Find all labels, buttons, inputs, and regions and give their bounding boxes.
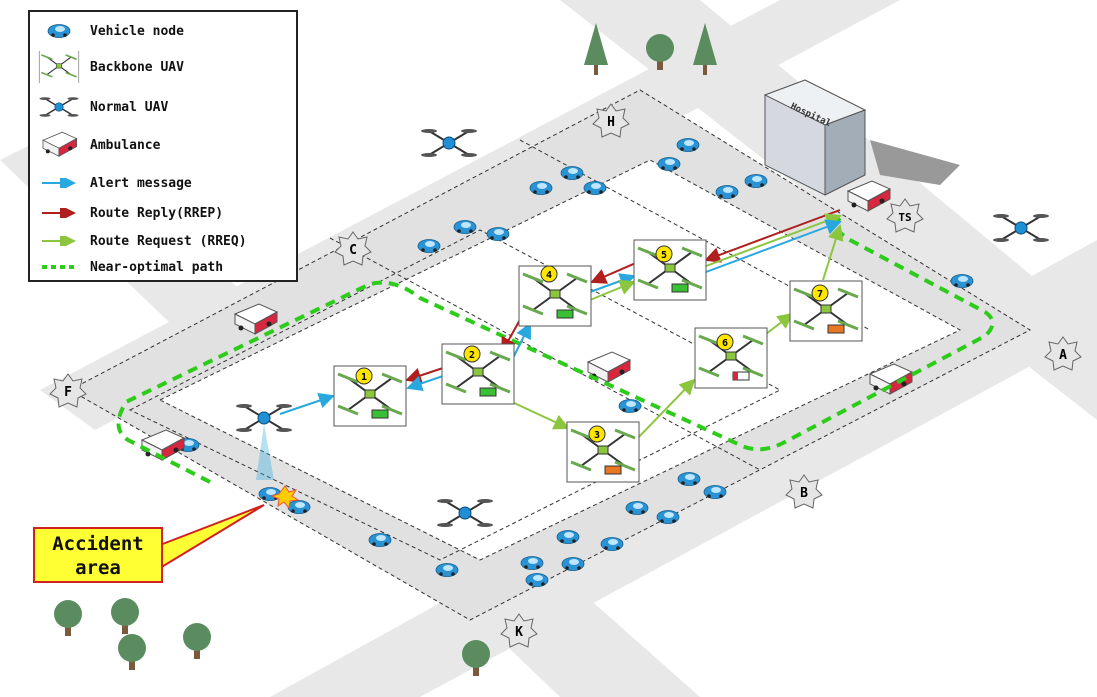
backbone-uav-icon — [38, 51, 80, 83]
callout-line2: area — [75, 557, 121, 579]
path-line-icon — [38, 252, 80, 282]
rrep-arrow-icon — [38, 198, 80, 228]
legend-rrep: Route Reply(RREP) — [38, 198, 223, 228]
svg-text:3: 3 — [594, 430, 600, 441]
callout-pointer — [159, 504, 265, 570]
legend-ambulance: Ambulance — [38, 130, 160, 160]
label-TS: TS — [898, 211, 911, 224]
message-arrows — [279, 209, 844, 443]
label-F: F — [64, 385, 72, 400]
backbone-uav-4: 4 — [517, 264, 593, 328]
svg-text:6: 6 — [722, 338, 728, 349]
backbone-uavs: 1 2 3 4 5 6 7 — [332, 238, 864, 484]
label-C: C — [349, 243, 357, 258]
accident-spark-icon — [270, 485, 300, 510]
legend-alert: Alert message — [38, 168, 192, 198]
legend-vehicle: Vehicle node — [38, 16, 184, 46]
ambulance-icon — [38, 130, 80, 160]
legend-backbone: Backbone UAV — [38, 51, 184, 83]
legend-path: Near-optimal path — [38, 252, 223, 282]
legend: Vehicle node Backbone UAV Normal UAV Amb… — [28, 10, 298, 282]
svg-text:5: 5 — [661, 250, 667, 261]
callout-line1: Accident — [52, 533, 144, 555]
backbone-uav-3: 3 — [565, 420, 641, 484]
alert-arrow-icon — [38, 168, 80, 198]
label-K: K — [515, 625, 523, 640]
rreq-arrow-icon — [38, 226, 80, 256]
legend-normal: Normal UAV — [38, 92, 168, 122]
normal-uav-icon — [38, 92, 80, 122]
label-B: B — [800, 486, 808, 501]
backbone-uav-5: 5 — [632, 238, 708, 302]
label-H: H — [607, 115, 615, 130]
intersection-labels: H C F A B K TS — [49, 103, 1082, 648]
label-A: A — [1059, 348, 1067, 363]
backbone-uav-6: 6 — [693, 326, 769, 390]
backbone-uav-2: 2 — [440, 342, 516, 406]
backbone-uav-7: 7 — [788, 279, 864, 343]
hospital-building: Hospital — [763, 79, 960, 196]
legend-rreq: Route Request (RREQ) — [38, 226, 247, 256]
accident-area-callout: Accident area — [33, 527, 163, 583]
vehicle-icon — [38, 16, 80, 46]
backbone-uav-1: 1 — [332, 364, 408, 428]
near-optimal-path — [116, 216, 995, 484]
svg-text:4: 4 — [546, 270, 552, 281]
svg-text:7: 7 — [817, 289, 823, 300]
normal-uavs — [235, 128, 1050, 528]
svg-text:1: 1 — [361, 372, 367, 383]
svg-text:2: 2 — [469, 350, 475, 361]
